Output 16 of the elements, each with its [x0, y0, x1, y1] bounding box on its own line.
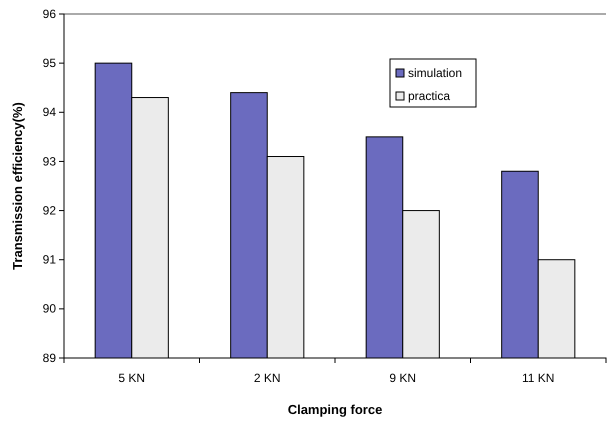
y-axis-title: Transmission efficiency(%)	[10, 102, 25, 270]
x-tick-label: 5 KN	[118, 371, 146, 385]
y-tick-label: 92	[42, 203, 56, 218]
x-tick-label: 11 KN	[522, 371, 554, 385]
y-tick-label: 90	[42, 302, 56, 316]
x-axis-title: Clamping force	[288, 402, 382, 417]
legend-label: simulation	[408, 66, 462, 80]
y-tick-label: 96	[42, 6, 56, 21]
y-tick-label: 95	[42, 56, 56, 70]
legend-label: practica	[408, 89, 450, 103]
x-tick-label: 2 KN	[254, 371, 281, 385]
y-tick-label: 94	[42, 105, 56, 120]
x-tick-label: 9 KN	[389, 371, 416, 385]
y-tick-label: 89	[42, 350, 56, 365]
y-tick-label: 91	[42, 252, 56, 267]
y-tick-label: 93	[42, 154, 56, 168]
